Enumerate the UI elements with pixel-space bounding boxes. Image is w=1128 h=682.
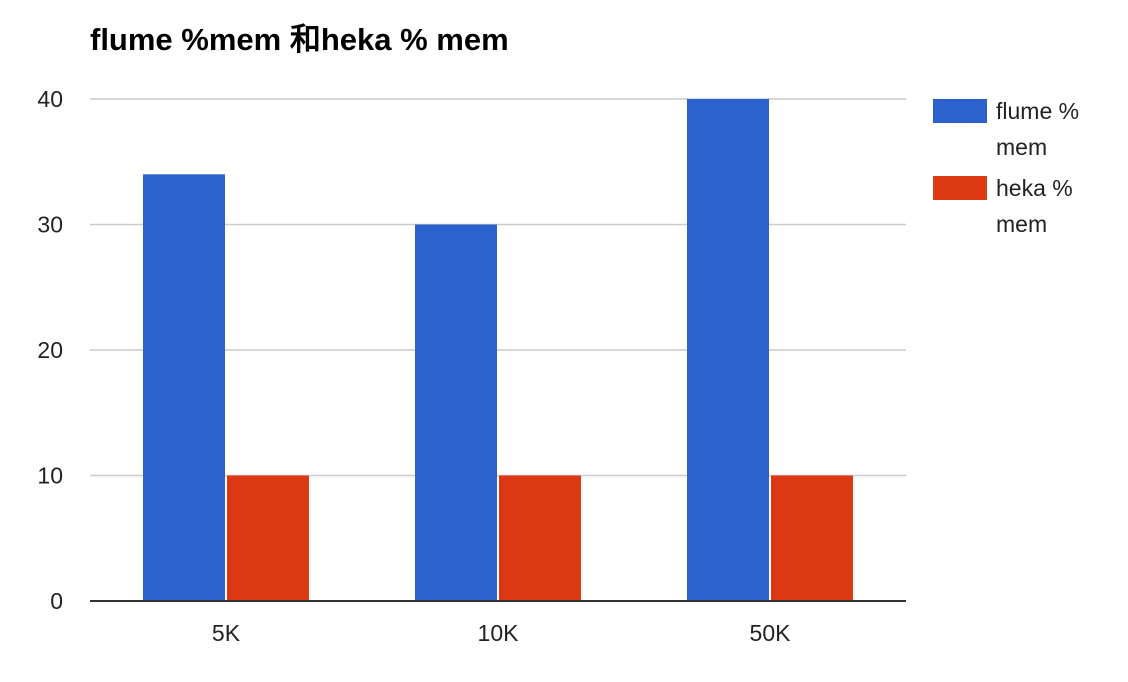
bars <box>143 99 853 602</box>
legend-swatch <box>933 99 987 123</box>
x-tick-label: 10K <box>478 620 520 646</box>
x-tick-label: 5K <box>212 620 241 646</box>
legend-label: heka % <box>996 175 1073 201</box>
bar-flume-10K <box>415 224 497 601</box>
bar-flume-50K <box>687 99 769 601</box>
legend-label: flume % <box>996 98 1079 124</box>
bar-heka-50K <box>771 475 853 601</box>
y-tick-label: 40 <box>37 86 63 112</box>
axes: 0 10 20 30 40 5K 10K 50K <box>37 86 906 646</box>
y-tick-label: 0 <box>50 588 63 614</box>
x-tick-label: 50K <box>750 620 792 646</box>
legend-swatch <box>933 176 987 200</box>
y-tick-label: 30 <box>37 212 63 238</box>
legend-label: mem <box>996 134 1047 160</box>
y-tick-label: 20 <box>37 337 63 363</box>
legend: flume % mem heka % mem <box>933 98 1079 237</box>
legend-label: mem <box>996 211 1047 237</box>
chart-title: flume %mem 和heka % mem <box>90 22 509 57</box>
bar-heka-5K <box>227 475 309 601</box>
bar-heka-10K <box>499 475 581 601</box>
grid <box>90 98 906 477</box>
y-tick-label: 10 <box>37 463 63 489</box>
bar-flume-5K <box>143 174 225 602</box>
